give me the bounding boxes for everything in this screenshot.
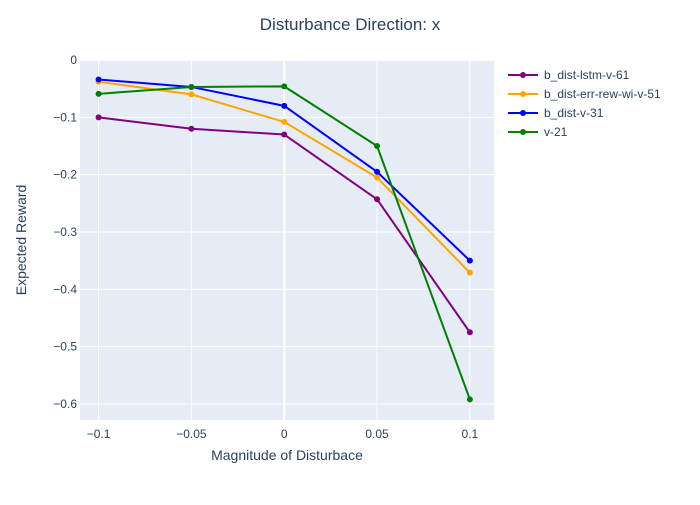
data-point [188, 126, 194, 132]
data-point [467, 270, 473, 276]
y-tick-label: −0.3 [53, 225, 77, 239]
x-tick-label: 0.05 [365, 427, 389, 441]
x-axis-ticks: −0.1 −0.05 0 0.05 0.1 [87, 427, 479, 441]
legend-marker [520, 110, 526, 116]
data-point [374, 175, 380, 181]
data-point [281, 83, 287, 89]
y-tick-label: −0.6 [53, 397, 77, 411]
y-tick-label: −0.2 [53, 168, 77, 182]
x-tick-label: 0.1 [462, 427, 479, 441]
legend-label: v-21 [544, 125, 568, 139]
legend-marker [520, 129, 526, 135]
legend-label: b_dist-lstm-v-61 [544, 68, 630, 82]
data-point [281, 119, 287, 125]
legend-item[interactable]: b_dist-v-31 [508, 106, 604, 120]
data-point [467, 258, 473, 264]
x-tick-label: 0 [281, 427, 288, 441]
data-point [281, 103, 287, 109]
y-axis-ticks: 0 −0.1 −0.2 −0.3 −0.4 −0.5 −0.6 [53, 53, 77, 411]
data-point [374, 169, 380, 175]
data-point [188, 84, 194, 90]
y-tick-label: −0.4 [53, 282, 77, 296]
data-point [96, 76, 102, 82]
x-tick-label: −0.05 [176, 427, 207, 441]
legend-item[interactable]: v-21 [508, 125, 568, 139]
data-point [96, 91, 102, 97]
data-point [281, 132, 287, 138]
legend-marker [520, 91, 526, 97]
y-tick-label: −0.1 [53, 110, 77, 124]
x-tick-label: −0.1 [87, 427, 111, 441]
data-point [188, 91, 194, 97]
legend-label: b_dist-v-31 [544, 106, 604, 120]
data-point [467, 396, 473, 402]
y-tick-label: −0.5 [53, 340, 77, 354]
legend-label: b_dist-err-rew-wi-v-51 [544, 87, 661, 101]
plot-area [80, 60, 494, 420]
legend[interactable]: b_dist-lstm-v-61 b_dist-err-rew-wi-v-51 b_… [508, 68, 661, 139]
legend-item[interactable]: b_dist-err-rew-wi-v-51 [508, 87, 661, 101]
data-point [96, 114, 102, 120]
chart-title: Disturbance Direction: x [260, 15, 441, 34]
legend-item[interactable]: b_dist-lstm-v-61 [508, 68, 630, 82]
data-point [374, 143, 380, 149]
x-axis-title: Magnitude of Disturbace [211, 447, 363, 463]
legend-marker [520, 72, 526, 78]
y-tick-label: 0 [70, 53, 77, 67]
data-point [374, 196, 380, 202]
y-axis-title: Expected Reward [13, 185, 29, 296]
data-point [467, 329, 473, 335]
